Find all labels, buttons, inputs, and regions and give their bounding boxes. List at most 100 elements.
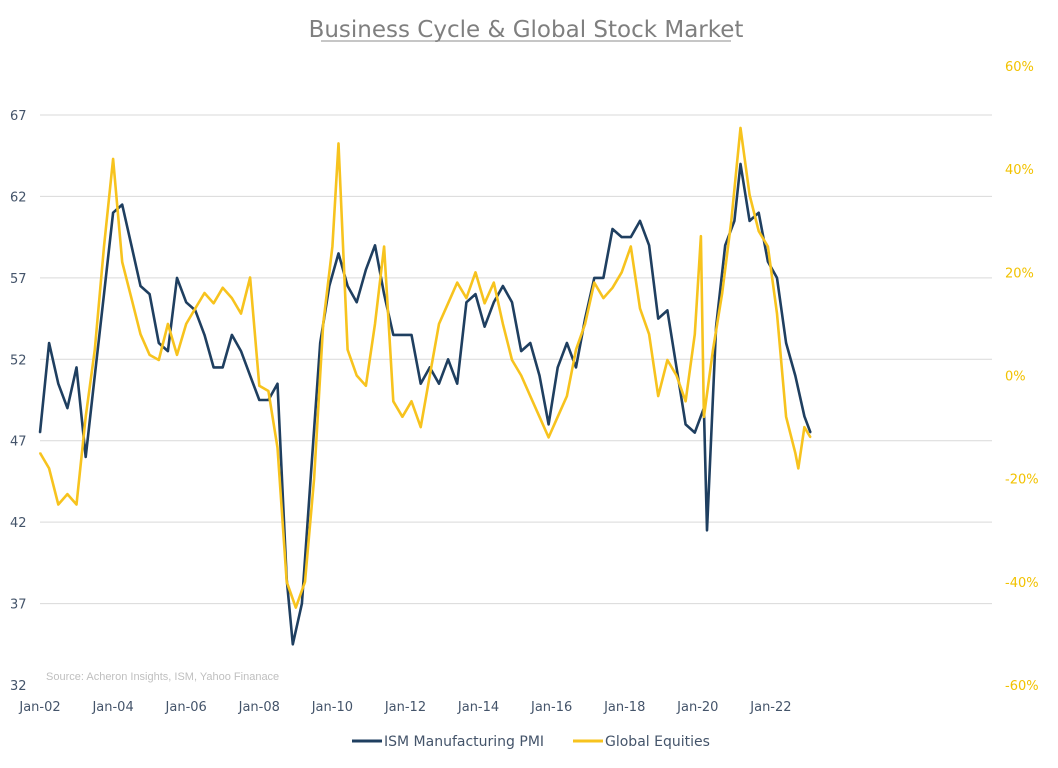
data-point (465, 301, 468, 304)
data-point (575, 366, 577, 369)
data-point (304, 581, 306, 583)
data-point (231, 334, 233, 336)
data-point (392, 400, 395, 403)
data-point (483, 302, 486, 305)
data-point (767, 245, 769, 248)
data-point (803, 415, 806, 418)
data-point (648, 333, 650, 336)
right-axis-tick-label: 0% (1005, 370, 1026, 385)
data-point (337, 252, 340, 255)
left-axis-tick-label: 47 (10, 435, 27, 450)
data-point (176, 277, 178, 279)
data-point (739, 163, 742, 165)
data-point (776, 312, 778, 315)
data-point (203, 334, 206, 336)
data-point (493, 281, 495, 284)
data-point (212, 366, 215, 369)
data-point (438, 382, 440, 385)
data-point (757, 211, 760, 214)
data-point (797, 467, 800, 470)
left-axis-tick-label: 32 (10, 679, 27, 694)
data-point (240, 312, 242, 315)
series-layer (38, 126, 812, 646)
data-point (276, 382, 279, 385)
data-point (374, 323, 376, 325)
left-axis-tick-label: 37 (10, 598, 27, 613)
data-point (121, 203, 123, 206)
data-point (301, 602, 303, 605)
data-point (221, 366, 224, 369)
data-point (258, 385, 261, 387)
data-point (103, 293, 105, 295)
data-point (648, 244, 650, 247)
data-point (794, 452, 797, 454)
data-point (675, 366, 678, 369)
data-point (167, 350, 169, 352)
data-point (529, 395, 532, 397)
data-point (556, 366, 559, 369)
data-point (703, 416, 705, 418)
data-point (547, 423, 550, 426)
data-point (57, 503, 60, 506)
data-point (158, 359, 160, 361)
data-point (630, 245, 632, 248)
x-axis-tick-label: Jan-16 (530, 700, 572, 715)
data-point (365, 268, 367, 271)
data-point (319, 342, 322, 344)
data-point (221, 287, 224, 289)
data-point (809, 436, 812, 439)
data-point (700, 235, 702, 237)
data-point (757, 230, 760, 232)
data-point (148, 293, 151, 295)
left-axis-ticks: 32 37 42 47 52 57 62 67 (10, 109, 27, 694)
data-point (724, 244, 726, 247)
right-axis-tick-label: 60% (1005, 60, 1034, 75)
data-point (639, 307, 641, 310)
data-point (240, 350, 242, 352)
series-ism-pmi (38, 162, 812, 646)
data-point (730, 220, 733, 222)
data-point (474, 293, 477, 295)
data-point (739, 127, 742, 129)
x-axis-tick-label: Jan-20 (676, 700, 718, 715)
legend-label: ISM Manufacturing PMI (384, 734, 544, 750)
data-point (148, 354, 151, 356)
data-point (322, 323, 325, 325)
data-point (176, 354, 178, 356)
data-point (794, 374, 797, 377)
data-point (185, 323, 187, 325)
data-point (103, 245, 105, 248)
data-point (657, 317, 659, 320)
data-point (593, 277, 596, 279)
data-point (346, 348, 349, 351)
data-point (502, 323, 504, 325)
data-point (158, 342, 160, 344)
data-point (733, 220, 736, 222)
data-point (803, 426, 806, 428)
data-point (785, 416, 787, 418)
data-point (502, 285, 504, 287)
data-point (94, 374, 96, 377)
data-point (666, 359, 669, 361)
right-axis-tick-label: -20% (1005, 473, 1039, 488)
x-axis-tick-label: Jan-22 (749, 700, 791, 715)
data-point (748, 220, 751, 222)
data-point (310, 472, 312, 475)
data-point (112, 211, 114, 214)
data-point (112, 158, 114, 160)
right-axis-tick-label: 40% (1005, 163, 1034, 178)
data-point (785, 342, 787, 344)
data-point (575, 348, 577, 351)
data-point (57, 382, 60, 385)
data-point (410, 334, 413, 336)
data-point (139, 333, 142, 336)
left-axis-tick-label: 52 (10, 353, 27, 368)
data-point (684, 400, 687, 403)
data-point (203, 292, 206, 294)
legend-item: Global Equities (573, 734, 710, 750)
data-point (48, 467, 50, 470)
data-point (657, 395, 659, 397)
data-point (447, 302, 449, 305)
source-note: Source: Acheron Insights, ISM, Yahoo Fin… (46, 671, 279, 683)
data-point (529, 342, 532, 344)
